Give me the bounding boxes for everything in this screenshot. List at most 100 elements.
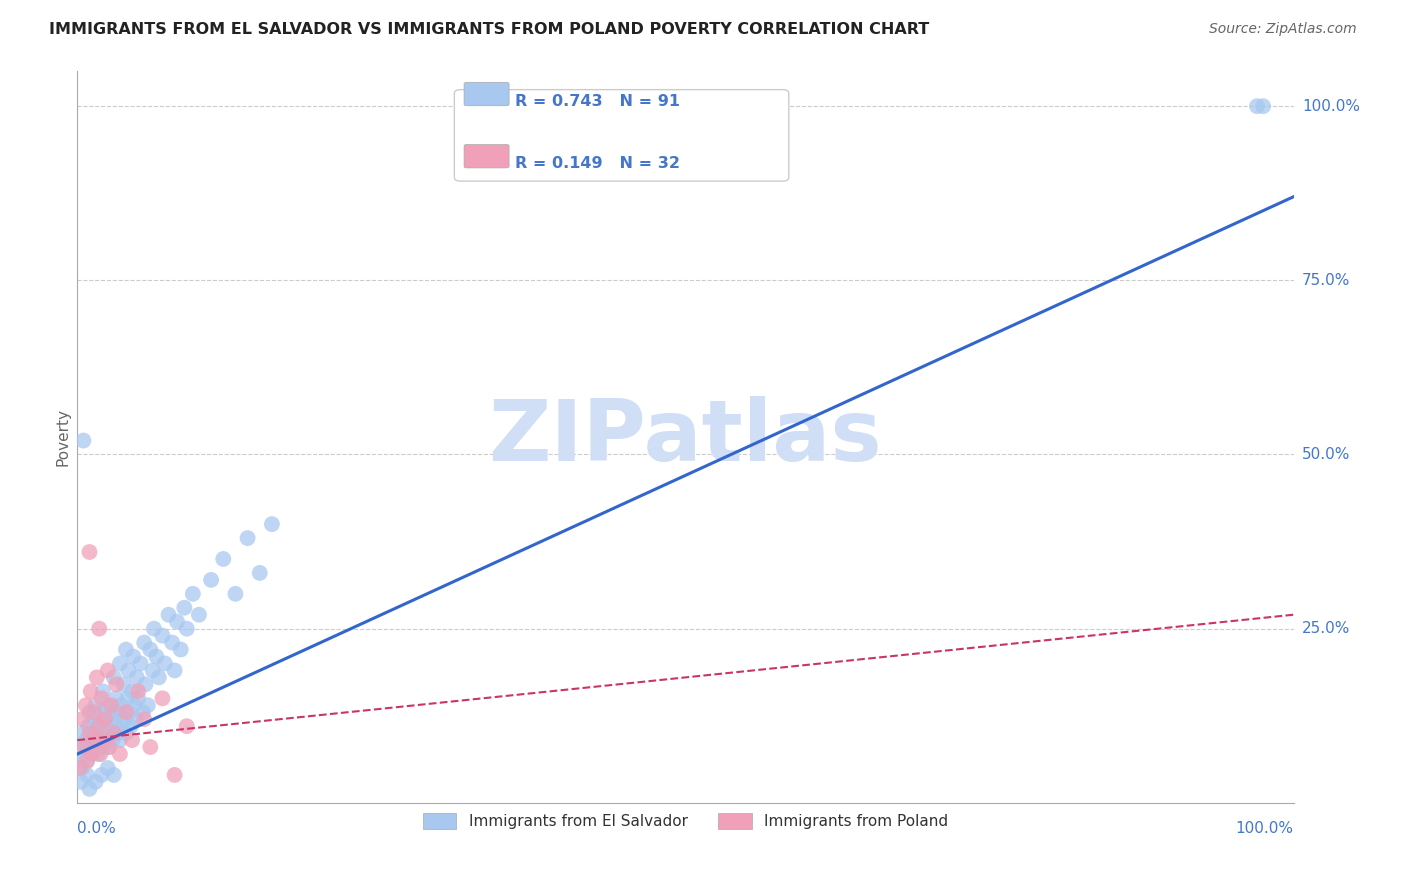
Point (101, 733, 124, 747)
Text: 75.0%: 75.0% (1302, 273, 1350, 288)
Point (115, 642, 138, 657)
Point (91, 740, 114, 755)
Point (103, 712, 125, 726)
Point (117, 664, 139, 678)
Point (108, 733, 131, 747)
Text: Source: ZipAtlas.com: Source: ZipAtlas.com (1209, 22, 1357, 37)
Point (96, 719, 118, 733)
Point (132, 705, 155, 719)
Text: ZIPatlas: ZIPatlas (488, 395, 883, 479)
Point (142, 664, 165, 678)
Point (107, 705, 129, 719)
Legend: Immigrants from El Salvador, Immigrants from Poland: Immigrants from El Salvador, Immigrants … (416, 807, 955, 836)
Point (73, 747, 96, 761)
Point (124, 698, 146, 713)
Point (127, 691, 149, 706)
Text: 100.0%: 100.0% (1302, 99, 1360, 113)
Point (260, 517, 283, 532)
Point (76, 754, 98, 768)
Point (224, 587, 246, 601)
Point (84, 775, 107, 789)
Point (145, 649, 167, 664)
Point (84, 733, 107, 747)
Point (134, 677, 156, 691)
Text: R = 0.149   N = 32: R = 0.149 N = 32 (515, 156, 681, 171)
Point (79, 726, 101, 740)
Point (188, 607, 211, 622)
Point (75, 733, 97, 747)
Point (70, 712, 93, 726)
Point (72, 726, 94, 740)
Point (90, 726, 112, 740)
Point (157, 607, 180, 622)
Point (212, 552, 235, 566)
Point (1246, 99, 1268, 113)
Point (90, 691, 112, 706)
Point (93, 733, 115, 747)
Point (97, 664, 120, 678)
Point (93, 712, 115, 726)
Point (121, 684, 143, 698)
Point (115, 726, 138, 740)
Point (103, 768, 125, 782)
Point (134, 635, 156, 649)
Point (84, 698, 107, 713)
Point (103, 670, 125, 684)
Point (89, 719, 111, 733)
Point (83, 712, 105, 726)
Point (90, 768, 112, 782)
Point (136, 698, 159, 713)
Point (97, 698, 120, 713)
Point (152, 691, 174, 706)
Point (89, 622, 111, 636)
Point (76, 768, 98, 782)
Point (200, 573, 222, 587)
Point (236, 531, 259, 545)
Point (82, 733, 104, 747)
Point (86, 670, 108, 684)
Point (103, 726, 125, 740)
Text: 0.0%: 0.0% (77, 821, 117, 836)
Point (80, 726, 103, 740)
Point (176, 622, 198, 636)
Point (107, 726, 129, 740)
Point (111, 719, 134, 733)
Point (79, 545, 101, 559)
Point (86, 719, 108, 733)
Point (70, 775, 93, 789)
Point (94, 733, 117, 747)
Point (163, 768, 186, 782)
Point (125, 670, 148, 684)
Point (98, 726, 121, 740)
Point (160, 635, 183, 649)
Point (176, 719, 198, 733)
Point (170, 642, 193, 657)
Point (249, 566, 271, 580)
Point (173, 600, 195, 615)
Point (77, 719, 100, 733)
Point (89, 733, 111, 747)
Point (108, 657, 131, 671)
Point (152, 629, 174, 643)
Point (84, 740, 107, 755)
Point (115, 691, 138, 706)
Point (120, 719, 142, 733)
Point (127, 684, 149, 698)
Point (148, 670, 170, 684)
Point (181, 587, 204, 601)
Point (114, 712, 136, 726)
Point (134, 712, 156, 726)
Point (87, 747, 110, 761)
Point (105, 677, 128, 691)
Point (139, 740, 162, 755)
Point (69, 754, 91, 768)
Point (79, 740, 101, 755)
Point (139, 642, 162, 657)
Point (70, 740, 93, 755)
Point (94, 712, 117, 726)
Point (72, 434, 94, 448)
Point (80, 684, 103, 698)
Point (89, 747, 111, 761)
Point (105, 691, 128, 706)
Text: 50.0%: 50.0% (1302, 447, 1350, 462)
